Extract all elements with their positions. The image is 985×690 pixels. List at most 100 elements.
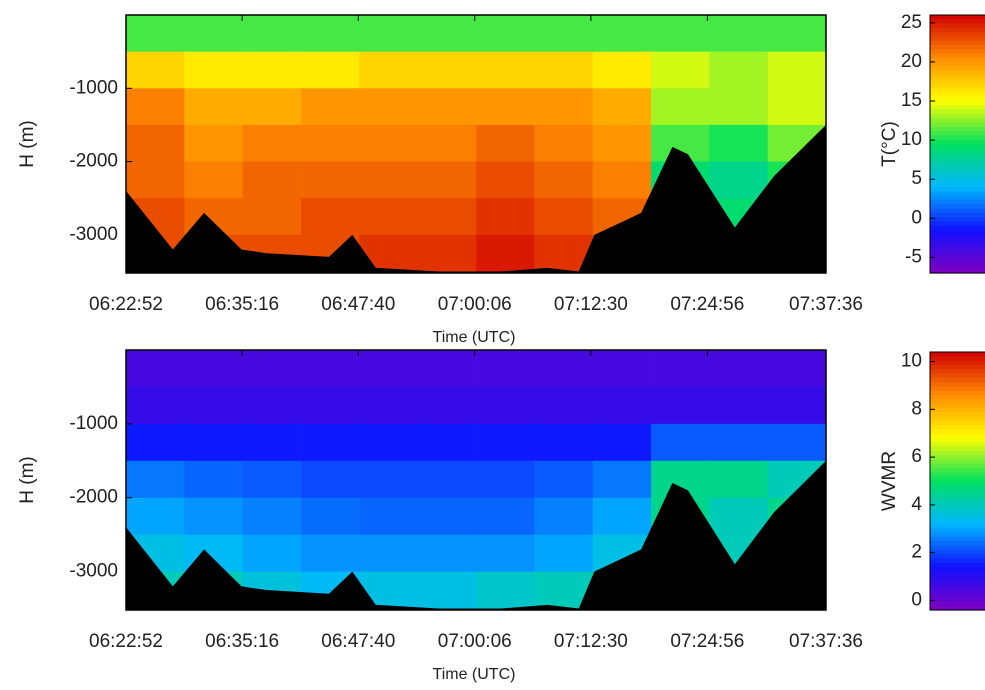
colorbar-swatch (930, 260, 985, 265)
heatmap-cell (301, 350, 360, 388)
heatmap-cell (592, 350, 652, 388)
heatmap-cell (592, 124, 652, 163)
colorbar-swatch (930, 70, 985, 76)
heatmap-cell (417, 15, 477, 53)
colorbar-swatch (930, 122, 985, 128)
heatmap-cell (417, 51, 477, 89)
heatmap-cell (126, 497, 185, 536)
heatmap-cell (592, 51, 652, 89)
heatmap-cell (476, 571, 535, 610)
colorbar-swatch (930, 238, 985, 244)
colorbar-swatch (930, 369, 985, 375)
heatmap-cell (301, 460, 360, 499)
colorbar-swatch (930, 225, 985, 231)
colorbar-swatch (930, 109, 985, 115)
heatmap-cell (709, 88, 769, 126)
colorbar-swatch (930, 212, 985, 218)
heatmap-cell (126, 460, 185, 499)
heatmap-cell (184, 350, 244, 388)
colorbar-tick-label: 8 (911, 398, 922, 419)
colorbar-swatch (930, 571, 985, 577)
heatmap-cell (301, 534, 360, 573)
heatmap-cell (767, 51, 826, 89)
heatmap-cell (651, 423, 710, 462)
heatmap-cell (359, 51, 419, 89)
x-tick-label: 06:22:52 (89, 631, 163, 652)
heatmap-cell (476, 350, 535, 388)
heatmap-cell (126, 386, 185, 425)
heatmap-cell (417, 350, 477, 388)
heatmap-cell (534, 423, 594, 462)
colorbar-swatch (930, 485, 985, 491)
colorbar-swatch (930, 558, 985, 564)
heatmap-cell (417, 534, 477, 573)
heatmap-cell (534, 198, 594, 236)
heatmap-cell (242, 51, 302, 89)
x-tick-label: 07:24:56 (670, 631, 744, 652)
colorbar-swatch (930, 195, 985, 201)
heatmap-cell (359, 161, 419, 199)
heatmap-cell (767, 423, 826, 462)
heatmap-cell (417, 386, 477, 425)
ground (126, 124, 826, 273)
heatmap-cell (242, 198, 302, 236)
heatmap-cell (184, 15, 244, 53)
heatmap-cell (651, 350, 710, 388)
colorbar-swatch (930, 459, 985, 465)
heatmap-cell (709, 423, 769, 462)
heatmap-cell (301, 51, 360, 89)
colorbar-swatch (930, 92, 985, 98)
heatmap-cell (476, 15, 535, 53)
colorbar-swatch (930, 373, 985, 379)
colorbar-swatch (930, 101, 985, 106)
heatmap-cell (359, 497, 419, 536)
heatmap-cell (417, 423, 477, 462)
colorbar-swatch (930, 264, 985, 270)
plot-area (126, 350, 826, 610)
colorbar-swatch (930, 23, 985, 29)
colorbar-swatch (930, 549, 985, 555)
colorbar-swatch (930, 83, 985, 89)
colorbar-swatch (930, 532, 985, 538)
colorbar-swatch (930, 165, 985, 171)
heatmap-cell (767, 88, 826, 126)
heatmap-cell (184, 88, 244, 126)
colorbar-swatch (930, 15, 985, 20)
heatmap-cell (476, 423, 535, 462)
heatmap-cell (242, 124, 302, 163)
colorbar-swatch (930, 412, 985, 418)
heatmap-cell (359, 88, 419, 126)
heatmap-cell (126, 51, 185, 89)
heatmap-cell (242, 386, 302, 425)
y-tick-label: -1000 (69, 413, 118, 434)
heatmap-cell (476, 386, 535, 425)
heatmap-cell (476, 161, 535, 199)
y-tick-label: -1000 (69, 77, 118, 98)
heatmap-cell (534, 460, 594, 499)
heatmap-cell (242, 88, 302, 126)
colorbar-swatch (930, 356, 985, 362)
heatmap-cell (301, 15, 360, 53)
x-axis-title: Time (UTC) (433, 666, 516, 683)
colorbar-swatch (930, 403, 985, 409)
colorbar-swatch (930, 27, 985, 33)
heatmap-cell (301, 386, 360, 425)
colorbar-tick-label: 0 (911, 589, 922, 610)
heatmap-cell (417, 497, 477, 536)
heatmap-cell (359, 15, 419, 53)
heatmap-cell (709, 161, 769, 199)
heatmap-cell (417, 198, 477, 236)
colorbar-swatch (930, 53, 985, 59)
heatmap-cell (534, 534, 594, 573)
heatmap-cell (359, 350, 419, 388)
colorbar-swatch (930, 199, 985, 205)
heatmap-cell (301, 497, 360, 536)
colorbar-swatch (930, 592, 985, 598)
heatmap-cell (184, 386, 244, 425)
heatmap-cell (359, 423, 419, 462)
heatmap-cell (709, 386, 769, 425)
y-tick-label: -2000 (69, 487, 118, 508)
colorbar-swatch (930, 429, 985, 435)
heatmap-cell (242, 350, 302, 388)
